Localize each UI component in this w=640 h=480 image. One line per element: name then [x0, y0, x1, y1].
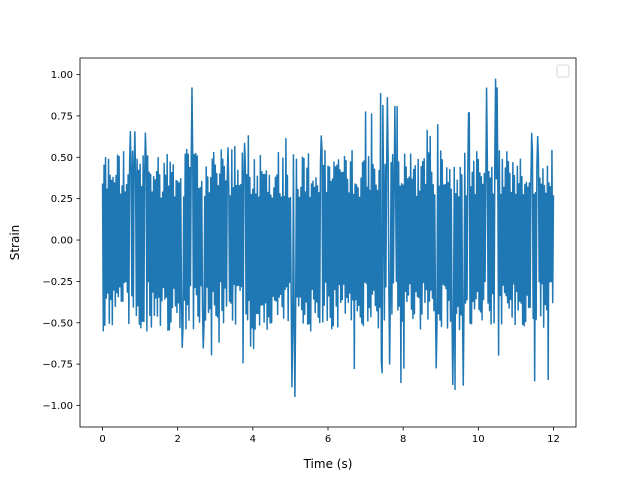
- y-tick-label: 0.00: [51, 236, 73, 247]
- x-axis-ticks: 0 2 4 6 8 10 12: [99, 427, 560, 445]
- y-axis-label: Strain: [8, 225, 22, 261]
- y-tick-label: 0.50: [51, 153, 73, 164]
- y-axis-ticks: 1.00 0.75 0.50 0.25 0.00 −0.25 −0.50 −0.75 −1.00: [42, 70, 80, 412]
- strain-series-line: [101, 78, 555, 398]
- x-tick-label: 0: [99, 434, 105, 445]
- y-tick-label: 1.00: [51, 70, 73, 81]
- y-tick-label: 0.25: [51, 194, 73, 205]
- y-tick-label: −1.00: [42, 401, 73, 412]
- y-tick-label: −0.50: [42, 318, 73, 329]
- x-tick-label: 4: [250, 434, 256, 445]
- y-tick-label: −0.75: [42, 360, 73, 371]
- y-tick-label: 0.75: [51, 111, 73, 122]
- x-tick-label: 12: [547, 434, 560, 445]
- y-tick-label: −0.25: [42, 277, 73, 288]
- x-tick-label: 2: [175, 434, 181, 445]
- series-layer: [101, 78, 555, 398]
- x-tick-label: 10: [472, 434, 485, 445]
- x-tick-label: 6: [325, 434, 331, 445]
- x-tick-label: 8: [400, 434, 406, 445]
- x-axis-label: Time (s): [303, 457, 353, 471]
- legend-box: [556, 64, 570, 78]
